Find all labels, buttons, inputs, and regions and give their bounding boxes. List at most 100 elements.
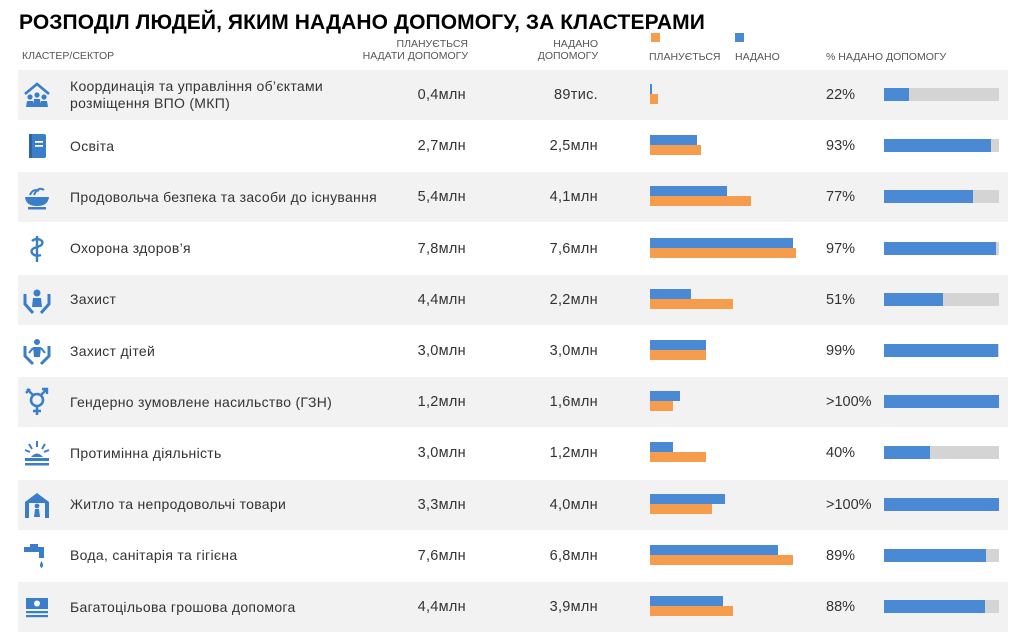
provided-value: 4,0млн: [549, 496, 598, 513]
planned-value: 4,4млн: [417, 599, 466, 615]
provided-bar: [650, 596, 724, 606]
provided-bar: [650, 135, 697, 146]
water-tap-icon: [24, 543, 44, 568]
percent-progress-bar: [884, 344, 999, 357]
table-row: Охорона здоров’я 7,8млн 7,6млн 97%: [18, 224, 1008, 274]
percent-value: 22%: [826, 87, 856, 103]
table-row: Протимінна діяльність 3,0млн 1,2млн 40%: [18, 428, 1008, 478]
cluster-label: Протимінна діяльність: [70, 444, 222, 461]
table-row: Освіта 2,7млн 2,5млн 93%: [18, 121, 1008, 171]
planned-value: 2,7млн: [417, 138, 466, 155]
percent-progress-fill: [884, 600, 986, 613]
provided-value: 1,2млн: [549, 445, 598, 462]
provided-bar: [650, 84, 652, 94]
percent-value: 51%: [826, 291, 856, 308]
provided-value: 3,9млн: [549, 599, 598, 615]
cluster-label: Охорона здоров’я: [70, 240, 191, 257]
planned-bar: [650, 247, 797, 258]
percent-progress-fill: [884, 344, 998, 357]
provided-value: 6,8млн: [549, 547, 598, 564]
provided-bar: [650, 544, 778, 555]
planned-bar: [650, 145, 701, 156]
percent-progress-fill: [884, 497, 999, 511]
legend-planned-swatch: [651, 33, 660, 42]
cluster-label: Координація та управління об’єктами розм…: [70, 78, 324, 111]
percent-value: 99%: [826, 343, 856, 359]
planned-bar: [650, 196, 752, 207]
cluster-label: Захист: [70, 291, 117, 308]
header-planned-line1: ПЛАНУЄТЬСЯ: [396, 38, 468, 50]
planned-value: 4,4млн: [417, 291, 466, 308]
table-row: Захист 4,4млн 2,2млн 51%: [18, 274, 1008, 325]
percent-progress-bar: [884, 548, 999, 562]
gender-icon: [24, 387, 49, 417]
mine-action-icon: [24, 440, 50, 467]
table-row: Вода, санітарія та гігієна 7,6млн 6,8млн 89…: [18, 531, 1008, 581]
header-percent: % НАДАНО ДОПОМОГУ: [826, 51, 947, 63]
planned-bar: [650, 350, 707, 360]
table-row: Житло та непродовольчі товари 3,3млн 4,0мл…: [18, 479, 1008, 530]
percent-progress-bar: [884, 88, 999, 101]
bar-group: [650, 224, 800, 274]
provided-value: 2,2млн: [549, 291, 598, 308]
planned-value: 7,6млн: [417, 547, 466, 564]
planned-value: 3,0млн: [417, 445, 466, 462]
table-row: Багатоцільова грошова допомога 4,4млн 3,9м…: [18, 582, 1008, 632]
bar-group: [650, 531, 800, 581]
percent-progress-fill: [884, 88, 910, 101]
planned-bar: [650, 452, 707, 463]
child-protection-icon: [23, 337, 51, 366]
planned-bar: [650, 401, 673, 412]
provided-bar: [650, 442, 673, 453]
provided-bar: [650, 186, 727, 197]
cluster-label: Багатоцільова грошова допомога: [70, 598, 296, 615]
provided-value: 4,1млн: [549, 189, 598, 206]
legend-provided-label: НАДАНО: [735, 51, 780, 63]
percent-progress-bar: [884, 241, 999, 255]
cluster-label: Житло та непродовольчі товари: [70, 496, 287, 513]
bar-group: [650, 377, 800, 427]
percent-value: 77%: [826, 189, 856, 206]
food-bowl-icon: [24, 188, 50, 211]
provided-value: 3,0млн: [549, 343, 598, 359]
percent-value: 89%: [826, 547, 856, 564]
percent-progress-fill: [884, 446, 930, 460]
cluster-label: Продовольча безпека та засоби до існуван…: [70, 188, 377, 205]
planned-value: 7,8млн: [417, 240, 466, 257]
percent-progress-bar: [884, 139, 999, 153]
bar-group: [650, 326, 800, 376]
legend-provided-swatch: [735, 33, 744, 42]
planned-value: 1,2млн: [417, 394, 466, 411]
planned-bar: [650, 554, 793, 565]
percent-progress-fill: [884, 139, 991, 153]
provided-value: 2,5млн: [549, 138, 598, 155]
table-row: Продовольча безпека та засоби до існуван…: [18, 172, 1008, 223]
percent-progress-fill: [884, 548, 987, 562]
cash-icon: [26, 598, 48, 618]
header-cluster: КЛАСТЕР/СЕКТОР: [22, 50, 115, 62]
planned-value: 0,4млн: [417, 87, 466, 103]
cluster-label: Захист дітей: [70, 342, 156, 359]
header-provided-line2: ДОПОМОГУ: [537, 50, 598, 62]
provided-bar: [650, 391, 680, 402]
shelter-coordination-icon: [23, 82, 51, 109]
percent-progress-bar: [884, 446, 999, 460]
provided-bar: [650, 493, 725, 504]
bar-group: [650, 121, 800, 171]
shelter-nfi-icon: [25, 492, 49, 518]
planned-bar: [650, 298, 733, 309]
percent-progress-fill: [884, 190, 973, 204]
percent-progress-fill: [884, 395, 999, 409]
bar-group: [650, 275, 800, 325]
table-row: Гендерно зумовлене насильство (ГЗН) 1,2мл…: [18, 377, 1008, 428]
bar-group: [650, 172, 800, 222]
planned-bar: [650, 94, 658, 104]
percent-value: >100%: [826, 394, 872, 411]
cluster-label: Гендерно зумовлене насильство (ГЗН): [70, 393, 333, 410]
health-icon: [30, 234, 44, 263]
table-row: Захист дітей 3,0млн 3,0млн 99%: [18, 326, 1008, 376]
planned-value: 3,3млн: [417, 496, 466, 513]
table-row: Координація та управління об’єктами розм…: [18, 70, 1008, 120]
provided-value: 89тис.: [554, 87, 598, 103]
book-icon: [29, 134, 46, 159]
